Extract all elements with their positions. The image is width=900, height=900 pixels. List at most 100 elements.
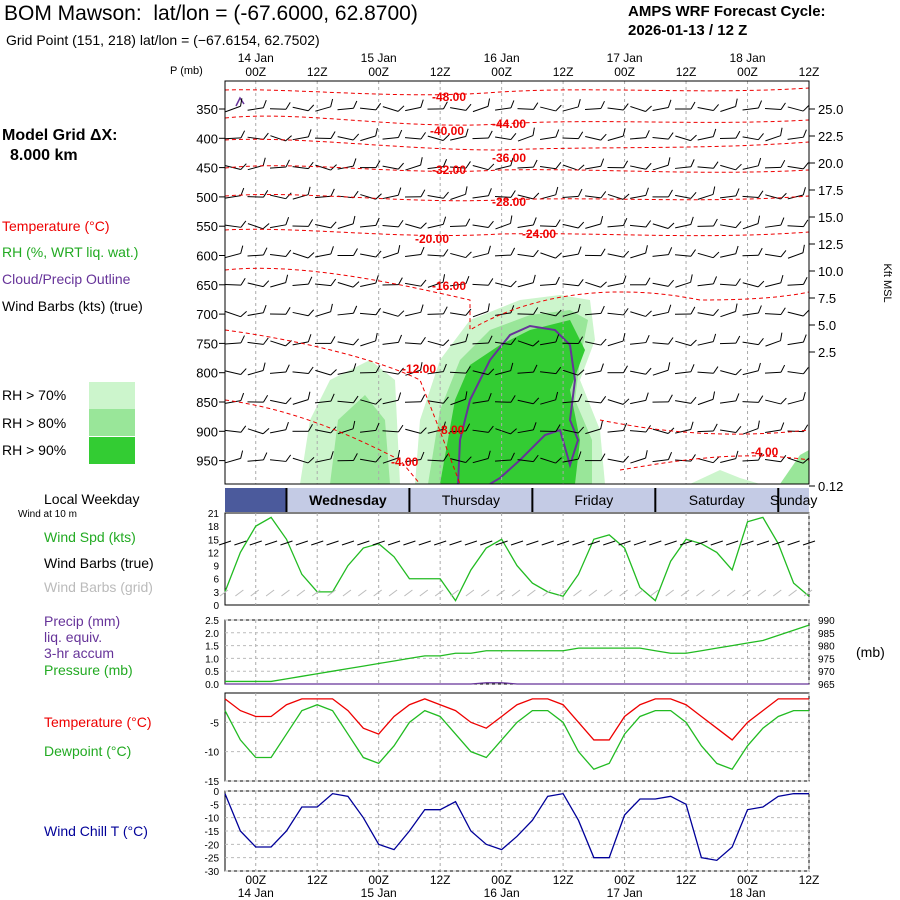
wind-barb-grid [757, 589, 767, 597]
wind-barb [517, 159, 538, 169]
wind-barb-shaft [382, 341, 399, 345]
wind-barb [247, 362, 266, 376]
wind-barb-flag [555, 334, 560, 343]
cross-section-frame [224, 80, 810, 485]
wind-barb-shaft [382, 457, 399, 464]
wind-barb-flag [487, 163, 495, 171]
wind-barb [315, 221, 337, 229]
wind-barb-flag [308, 219, 314, 227]
wind-barb [697, 251, 720, 259]
wind-barb-shaft [472, 253, 489, 258]
wind-barb [404, 189, 426, 198]
wind-barb-grid [527, 589, 536, 597]
wind-barb [404, 246, 425, 257]
wind-barb-flag [757, 362, 761, 371]
wind-barb-shaft [720, 429, 736, 434]
wind-barb-flag [577, 303, 581, 313]
temp-label: Temperature (°C) [44, 714, 152, 730]
wind-barb [652, 279, 674, 287]
wind-barb-shaft [539, 283, 557, 286]
wind-barb-shaft [405, 428, 421, 434]
wind-barb-shaft [337, 341, 354, 346]
wind-barb-flag [757, 100, 763, 109]
wind-barb [540, 186, 559, 200]
wind-barb-flag [465, 251, 472, 258]
wind-barb-shaft [495, 222, 511, 230]
wind-barb-flag [353, 395, 359, 403]
wind-barb [787, 334, 807, 346]
wind-barb-shaft [607, 340, 624, 347]
height-tick-label: 10.0 [818, 264, 843, 279]
wind-barb-flag [600, 191, 607, 199]
wind-barb-shaft [360, 282, 376, 287]
wind-barb-shaft [607, 107, 624, 111]
wind-barb [630, 245, 648, 259]
wind-barb-flag [420, 279, 427, 287]
height-tick-label: 15.0 [818, 210, 843, 225]
wind-barb-shaft [562, 283, 579, 287]
wind-barb [405, 99, 424, 112]
bottom-day-label: 15 Jan [361, 886, 397, 900]
wind-barb [517, 217, 537, 228]
wind-barb-flag [623, 308, 629, 316]
wind-barb-flag [712, 186, 716, 195]
wind-barb-shaft [787, 106, 804, 112]
cloud-outline-2 [235, 96, 245, 107]
wind-barb-shaft [337, 312, 354, 316]
wind-barb-flag [510, 395, 516, 403]
wind-barb-shaft [764, 107, 782, 111]
wind-barb-flag [802, 129, 807, 138]
wind-barb-flag [353, 248, 358, 256]
wind-barb-flag [600, 216, 604, 225]
wind-barb-shaft [742, 107, 759, 111]
wind-barb-grid [296, 589, 306, 597]
wind-barb [450, 128, 469, 141]
wind-barb [674, 306, 696, 315]
wind-barb-grid [219, 589, 229, 597]
wind-barb-flag [623, 365, 628, 373]
wind-barb [427, 274, 446, 288]
wind-barb-flag [757, 280, 765, 288]
wind-barb-flag [780, 274, 784, 284]
wind-barb-flag [510, 452, 515, 461]
wind-barb-flag [645, 130, 650, 138]
panel-ytick-label: -5 [210, 800, 219, 811]
wind-barb-shaft [472, 283, 489, 286]
wind-barb-shaft [404, 401, 422, 403]
wind-barb-flag [443, 306, 448, 315]
legend-rh: RH (%, WRT liq. wat.) [2, 244, 139, 260]
wind-barb-shaft [495, 312, 511, 316]
wind-barb [359, 365, 381, 374]
wind-barb-shaft [405, 311, 421, 317]
wind-barb-shaft [382, 106, 399, 112]
panel-ytick-label: 2.0 [205, 629, 219, 640]
wind-barb-shaft [540, 165, 556, 170]
weekday-cell [778, 488, 809, 512]
wind-barb-shaft [495, 428, 511, 435]
wind-barb [404, 394, 426, 403]
wind-barb-flag [532, 127, 535, 136]
wind-barb-shaft [674, 166, 692, 169]
bottom-time-tick-label: 00Z [368, 873, 389, 887]
wind-barb [585, 420, 603, 435]
wind-barb-flag [488, 278, 494, 286]
wind-barb-flag [375, 103, 382, 111]
wind-barb-flag [802, 392, 806, 401]
wind-barb-shaft [517, 253, 534, 258]
wind-barb-shaft [449, 430, 467, 433]
wind-barb-shaft [607, 282, 624, 287]
wind-barb-shaft [315, 458, 331, 463]
wind-barb-shaft [585, 370, 601, 375]
wind-barb [382, 105, 405, 112]
wind-barb-shaft [337, 400, 354, 404]
wind-barb-flag [690, 274, 693, 283]
wind-barb [225, 130, 246, 140]
wind-barb [382, 367, 404, 375]
wind-barb [269, 159, 290, 169]
panel-ytick-label: 1.0 [205, 654, 219, 665]
wind-barb-flag [263, 190, 269, 198]
wind-barb-flag [757, 305, 762, 314]
top-day-label: 14 Jan [238, 51, 274, 65]
wind-barb-shaft [472, 370, 489, 376]
wind-barb [607, 103, 629, 111]
